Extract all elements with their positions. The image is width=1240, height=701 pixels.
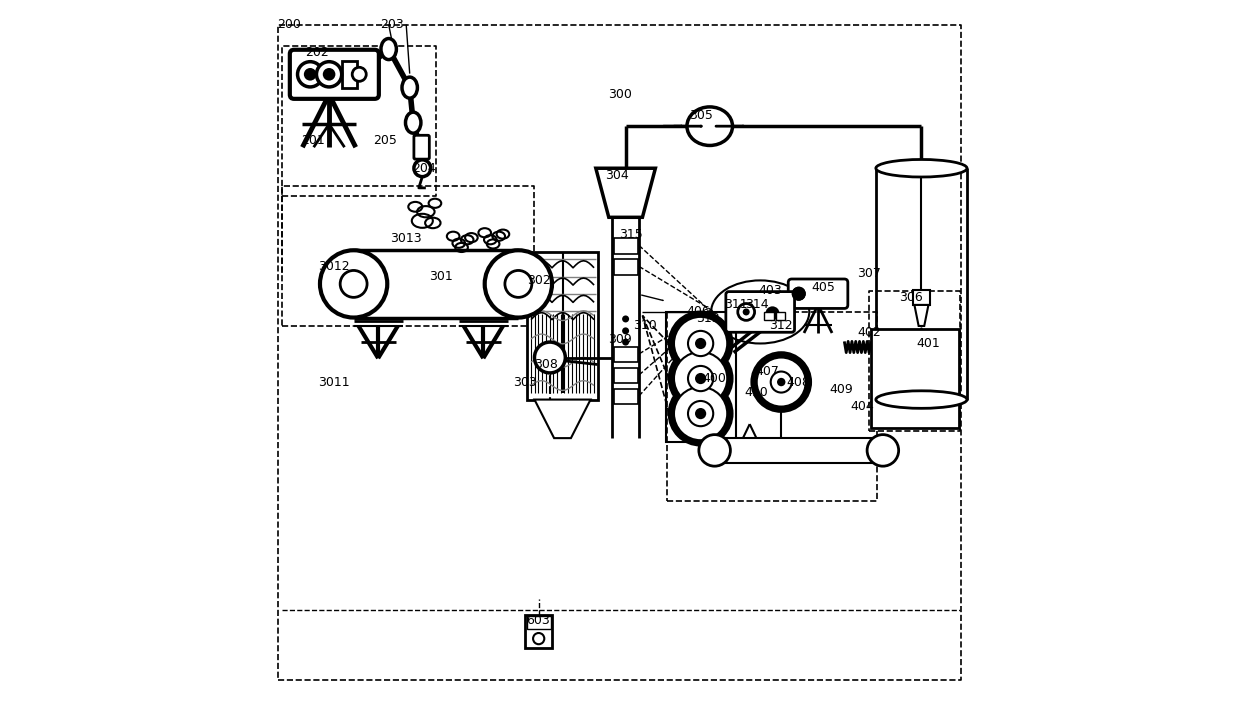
Circle shape [867, 435, 899, 466]
Circle shape [675, 387, 727, 440]
Circle shape [670, 382, 732, 445]
Ellipse shape [875, 159, 967, 177]
Text: 408: 408 [787, 376, 811, 388]
Bar [614, 389, 637, 404]
Polygon shape [534, 400, 590, 438]
Ellipse shape [402, 77, 418, 98]
Circle shape [792, 287, 806, 301]
Text: 310: 310 [632, 320, 656, 332]
Bar [764, 312, 774, 320]
Circle shape [320, 250, 387, 318]
Text: 305: 305 [688, 109, 713, 122]
Circle shape [751, 353, 811, 411]
Text: 302: 302 [527, 274, 552, 287]
Bar [614, 347, 637, 362]
Text: 308: 308 [534, 358, 558, 371]
Circle shape [675, 317, 727, 370]
Text: 300: 300 [608, 88, 632, 101]
Ellipse shape [875, 391, 967, 408]
Text: 405: 405 [811, 281, 836, 294]
Ellipse shape [405, 112, 420, 133]
Text: 303: 303 [513, 376, 537, 388]
Text: 306: 306 [899, 292, 923, 304]
Text: 202: 202 [305, 46, 329, 59]
Circle shape [688, 366, 713, 391]
Circle shape [694, 338, 707, 349]
Text: 406: 406 [687, 306, 711, 318]
Text: 410: 410 [745, 386, 769, 399]
Text: 203: 203 [381, 18, 404, 31]
Circle shape [694, 408, 707, 419]
Bar [342, 61, 357, 88]
Text: 401: 401 [916, 337, 940, 350]
Circle shape [485, 250, 552, 318]
Text: 313: 313 [696, 313, 719, 325]
Text: 315: 315 [619, 229, 642, 241]
Bar [614, 259, 637, 275]
Bar [870, 329, 959, 428]
Text: 307: 307 [857, 267, 880, 280]
Bar [527, 252, 598, 400]
Bar [666, 312, 735, 442]
Circle shape [792, 287, 806, 301]
Circle shape [743, 308, 750, 315]
Text: 200: 200 [278, 18, 301, 31]
Text: 3011: 3011 [319, 376, 350, 388]
Text: 314: 314 [745, 299, 769, 311]
FancyBboxPatch shape [789, 279, 848, 308]
Circle shape [298, 62, 322, 87]
Bar [913, 290, 930, 305]
Circle shape [765, 306, 780, 320]
Text: 407: 407 [755, 365, 779, 378]
Text: 404: 404 [849, 400, 874, 413]
Circle shape [756, 358, 806, 407]
FancyBboxPatch shape [414, 135, 429, 159]
Text: 402: 402 [857, 327, 880, 339]
Bar [776, 312, 785, 320]
Text: 400: 400 [703, 372, 727, 385]
Circle shape [304, 68, 316, 81]
Text: 205: 205 [373, 134, 397, 147]
Bar [526, 615, 552, 648]
Circle shape [777, 378, 785, 386]
Circle shape [694, 373, 707, 384]
Bar [614, 238, 637, 254]
Text: 3012: 3012 [319, 260, 350, 273]
Ellipse shape [687, 107, 733, 146]
Circle shape [622, 327, 629, 334]
FancyBboxPatch shape [725, 292, 795, 332]
FancyBboxPatch shape [290, 50, 379, 99]
Polygon shape [914, 305, 929, 326]
Bar [527, 616, 551, 629]
Circle shape [622, 339, 629, 346]
Text: 304: 304 [605, 169, 629, 182]
Circle shape [675, 352, 727, 405]
Text: 201: 201 [301, 134, 325, 147]
Bar [714, 438, 883, 463]
Circle shape [352, 67, 366, 81]
Text: 204: 204 [412, 162, 435, 175]
Circle shape [316, 62, 342, 87]
Text: 309: 309 [608, 334, 632, 346]
Circle shape [322, 68, 335, 81]
Circle shape [622, 315, 629, 322]
Text: 409: 409 [830, 383, 853, 395]
Circle shape [699, 435, 730, 466]
Circle shape [670, 347, 732, 410]
Circle shape [414, 160, 430, 177]
Polygon shape [595, 168, 656, 217]
Text: 312: 312 [769, 320, 794, 332]
Ellipse shape [381, 39, 397, 60]
Circle shape [688, 331, 713, 356]
Circle shape [670, 312, 732, 375]
Text: 403: 403 [759, 285, 782, 297]
Text: 311: 311 [724, 299, 748, 311]
Text: 603: 603 [526, 614, 549, 627]
Bar [614, 368, 637, 383]
Text: 3013: 3013 [391, 232, 422, 245]
Circle shape [688, 401, 713, 426]
Circle shape [534, 342, 565, 373]
Text: 301: 301 [429, 271, 453, 283]
